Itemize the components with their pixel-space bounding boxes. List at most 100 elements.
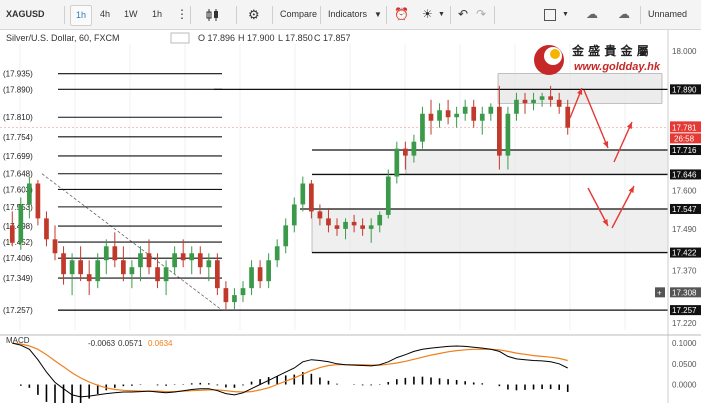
compare-button[interactable]: Compare [280, 9, 318, 19]
macd-tick-label: 0.0500 [672, 360, 697, 369]
macd-signal-line [12, 342, 568, 393]
redo-icon[interactable]: ↷ [476, 7, 487, 21]
macd-tick-label: 0.0000 [672, 381, 697, 390]
candle-body [471, 106, 477, 121]
price-tag-bg [670, 247, 701, 258]
support-zone [405, 149, 669, 175]
chevron-down-icon[interactable]: ▼ [438, 11, 445, 18]
candle-body [548, 96, 553, 100]
price-axis[interactable]: 18.000 17.890 17.716 17.646 17.600 17.547 17.4… [655, 30, 701, 403]
fib-level-label: (17.452) [3, 238, 33, 247]
symbol-label[interactable]: XAGUSD [6, 9, 45, 19]
more-icon[interactable]: ⋮ [176, 7, 188, 21]
candle-body [44, 218, 49, 240]
candle-body [274, 246, 280, 261]
toolbar-divider [190, 6, 191, 24]
interval-4h-button[interactable]: 4h [100, 9, 111, 19]
candle-body [368, 225, 374, 229]
countdown-tag [670, 133, 701, 144]
candle-body [360, 225, 365, 229]
candle-body [155, 267, 160, 282]
candle-body [121, 260, 126, 275]
price-tag-bg [670, 169, 701, 180]
layout-name-button[interactable]: Unnamed [648, 9, 688, 19]
price-chart[interactable]: (17.935) (17.890) (17.810) (17.754) (17.699)… [0, 30, 701, 403]
undo-icon[interactable]: ↶ [458, 7, 469, 21]
fib-level-label: (17.553) [3, 203, 33, 212]
forecast-arrow [583, 89, 609, 149]
gear-icon[interactable]: ⚙ [248, 7, 260, 22]
interval-1h-button[interactable]: 1h [152, 9, 163, 19]
price-tick-label: 17.220 [672, 319, 697, 328]
candle-body [488, 106, 494, 114]
watermark: 金 盛 貴 金 屬 www.goldday.hk [534, 43, 661, 75]
candle-body [343, 221, 348, 229]
candle-body [18, 204, 24, 243]
fib-level-label: (17.935) [3, 70, 33, 79]
cloud-up-icon[interactable]: ☁ [618, 7, 630, 21]
candle-body [129, 267, 135, 275]
header-settings-icon[interactable] [170, 32, 190, 44]
candle-body [257, 267, 263, 282]
fib-level-label: (17.810) [3, 113, 33, 122]
price-tag-label: 17.422 [672, 249, 697, 258]
forecast-arrow [587, 187, 609, 227]
candle-body [437, 110, 442, 121]
ohlc-open: O 17.896 [198, 33, 235, 43]
candle-body [180, 253, 186, 261]
arrowhead [603, 141, 609, 148]
logo-url-text: www.goldday.hk [574, 61, 661, 73]
chart-title: Silver/U.S. Dollar, 60, FXCM [6, 33, 120, 43]
bulb-icon[interactable]: ☀ [422, 7, 433, 21]
candles-icon[interactable] [206, 5, 220, 24]
candle-body [385, 176, 391, 215]
candle-body [112, 246, 118, 261]
macd-label: MACD [6, 336, 30, 345]
candle-body [300, 183, 306, 205]
cloud-down-icon[interactable]: ☁ [586, 7, 598, 21]
fib-level-label: (17.349) [3, 274, 33, 283]
candle-body [334, 225, 340, 229]
macd-pane: 0.1000 0.0500 0.0000 [0, 334, 701, 403]
price-tick-label: 17.370 [672, 267, 697, 276]
forecast-arrow [613, 121, 633, 163]
candle-body [78, 260, 83, 275]
macd-value-hist: -0.0063 [88, 339, 116, 348]
interval-1w-button[interactable]: 1W [124, 9, 138, 19]
candle-body [454, 113, 459, 118]
indicators-button[interactable]: Indicators [328, 9, 368, 19]
candle-body [309, 183, 314, 212]
alert-icon[interactable]: ⏰ [394, 7, 409, 21]
price-tag-label: 17.646 [672, 170, 697, 179]
ohlc-low: L 17.850 [278, 33, 313, 43]
candle-body [403, 148, 408, 156]
chevron-down-icon[interactable]: ▼ [374, 10, 382, 19]
candle-body [411, 141, 417, 156]
countdown-label: 26:58 [674, 134, 695, 143]
price-tick-label: 17.490 [672, 225, 697, 234]
arrowhead [602, 219, 608, 226]
square-icon[interactable] [544, 5, 556, 24]
toolbar-divider [236, 6, 237, 24]
fib-level-label: (17.699) [3, 152, 33, 161]
candle-body [445, 110, 451, 118]
candle-body [163, 267, 169, 282]
candle-body [377, 214, 383, 226]
candles [9, 85, 571, 310]
candle-body [240, 288, 246, 296]
interval-1h-button[interactable]: 1h [70, 5, 92, 26]
macd-value-signal: 0.0634 [148, 339, 173, 348]
current-price-tag [670, 121, 701, 133]
resistance-zone [497, 73, 663, 104]
macd-value-line: 0.0571 [118, 339, 143, 348]
price-tick-label: 17.600 [672, 186, 697, 195]
candle-body [197, 253, 203, 268]
top-toolbar: XAGUSD 1h 4h 1W 1h ⋮ ⚙ Compare Indicator… [0, 0, 701, 30]
chevron-down-icon[interactable]: ▼ [562, 11, 569, 18]
arrowhead [628, 186, 634, 193]
toolbar-divider [64, 6, 65, 24]
candle-body [172, 253, 177, 268]
toolbar-divider [640, 6, 641, 24]
toolbar-divider [494, 6, 495, 24]
candle-body [35, 183, 41, 219]
